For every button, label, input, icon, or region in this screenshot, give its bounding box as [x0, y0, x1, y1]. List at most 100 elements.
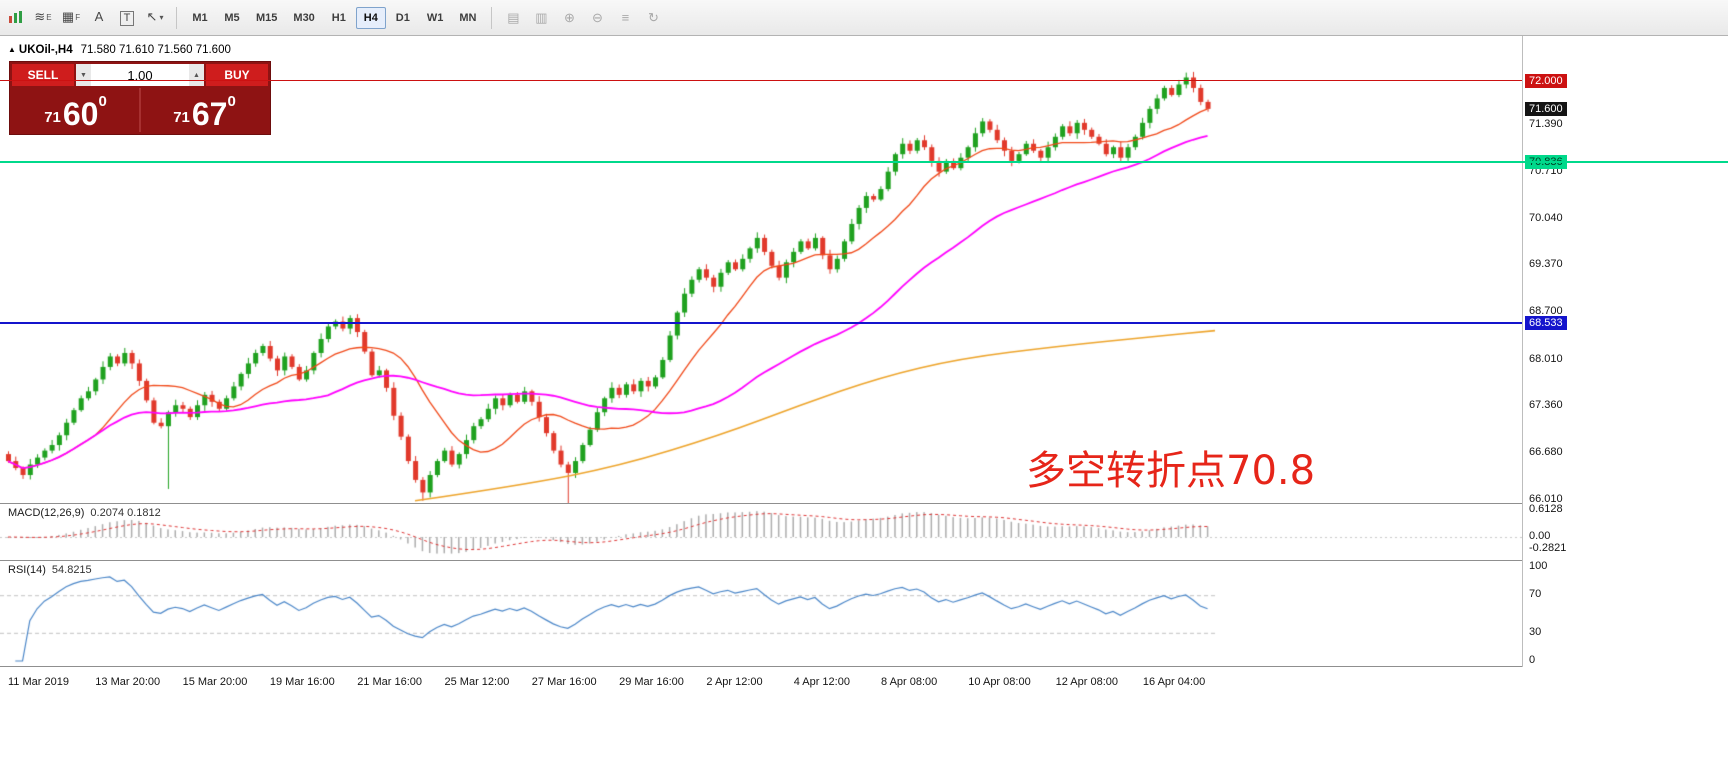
time-tick-label: 16 Apr 04:00 — [1142, 676, 1206, 688]
macd-canvas[interactable] — [0, 504, 1522, 561]
macd-values: 0.2074 0.1812 — [90, 507, 161, 519]
tile-windows-icon[interactable]: ▤ — [507, 9, 520, 25]
current-price-badge: 71.600 — [1525, 101, 1567, 116]
rsi-axis-label: 30 — [1529, 625, 1542, 638]
macd-axis-label: 0.6128 — [1529, 503, 1563, 516]
rsi-axis-label: 70 — [1529, 588, 1542, 601]
pivot-line[interactable] — [0, 161, 1728, 164]
timeframe-h4-button[interactable]: H4 — [355, 6, 386, 29]
rsi-value: 54.8215 — [51, 564, 92, 576]
rsi-panel: RSI(14) 54.8215 — [0, 560, 1522, 667]
time-tick-label: 21 Mar 16:00 — [357, 676, 423, 688]
time-tick-label: 19 Mar 16:00 — [269, 676, 335, 688]
buy-price-display[interactable]: 71 67 0 — [141, 88, 268, 132]
timeframe-m30-button[interactable]: M30 — [286, 7, 321, 29]
one-click-trading-panel: SELL ▼ 1.00 ▲ BUY 71 60 0 71 67 0 — [10, 62, 270, 134]
sell-price-main: 60 — [62, 95, 99, 132]
timeframe-m15-button[interactable]: M15 — [249, 7, 284, 29]
support-price-badge: 68.533 — [1525, 315, 1567, 330]
icon-sub-label: E — [46, 12, 52, 22]
text-tool-icon[interactable]: A — [86, 4, 112, 30]
symbol-label: UKOil-,H4 — [18, 44, 73, 56]
price-axis[interactable]: 71.390 70.710 70.040 69.370 68.700 68.010 67.3… — [1522, 36, 1728, 667]
chart-header: ▲ UKOil-,H4 71.580 71.610 71.560 71.600 — [8, 44, 231, 56]
time-tick-label: 4 Apr 12:00 — [793, 676, 850, 688]
rsi-canvas[interactable] — [0, 561, 1522, 667]
icon-glyph: A — [94, 9, 104, 24]
timeframe-h1-button[interactable]: H1 — [324, 7, 354, 29]
rsi-axis-label: 100 — [1529, 560, 1548, 572]
cascade-windows-icon[interactable]: ▥ — [535, 9, 548, 25]
price-tick-label: 70.040 — [1529, 211, 1563, 224]
buy-button[interactable]: BUY — [206, 64, 268, 86]
time-tick-label: 29 Mar 16:00 — [619, 676, 684, 688]
time-axis[interactable]: 11 Mar 2019 13 Mar 20:00 15 Mar 20:00 19 Ma… — [0, 666, 1728, 707]
macd-axis-label: -0.2821 — [1529, 542, 1567, 555]
app-icon — [5, 6, 27, 30]
volume-decrease-button[interactable]: ▼ — [76, 64, 91, 86]
trade-prices-row: 71 60 0 71 67 0 — [12, 88, 268, 132]
collapse-arrow-icon[interactable]: ▲ — [8, 45, 16, 54]
sell-button[interactable]: SELL — [12, 64, 74, 86]
chart-tools-group: ▤ ▥ ⊕ ⊖ ≡ ↻ — [499, 4, 667, 31]
ohlc-readout: 71.580 71.610 71.560 71.600 — [80, 44, 231, 56]
grid-tool-icon[interactable]: ▦ F — [58, 4, 84, 30]
toolbar-separator — [176, 6, 177, 29]
timeframe-m1-button[interactable]: M1 — [185, 7, 215, 29]
trendline-tool-icon[interactable]: ≋ E — [30, 4, 56, 30]
resistance-price-badge: 72.000 — [1525, 73, 1567, 88]
timeframe-mn-button[interactable]: MN — [452, 7, 483, 29]
time-tick-label: 11 Mar 2019 — [8, 676, 69, 688]
textbox-tool-icon[interactable]: T — [114, 6, 140, 32]
buy-price-prefix: 71 — [173, 109, 190, 126]
refresh-icon[interactable]: ↻ — [647, 9, 659, 25]
icon-sub-label: F — [75, 12, 81, 22]
rsi-label: RSI(14) 54.8215 — [8, 564, 92, 576]
volume-value[interactable]: 1.00 — [127, 67, 153, 83]
rsi-axis-label: 0 — [1529, 654, 1536, 666]
chevron-down-icon: ▾ — [159, 12, 164, 22]
time-tick-label: 13 Mar 20:00 — [95, 676, 161, 688]
icon-glyph: ↖ — [146, 9, 158, 24]
sell-price-sup: 0 — [98, 93, 107, 110]
time-tick-label: 2 Apr 12:00 — [706, 676, 763, 688]
macd-name: MACD(12,26,9) — [8, 507, 85, 519]
rsi-name: RSI(14) — [8, 564, 46, 576]
zoom-out-icon[interactable]: ⊖ — [591, 9, 603, 25]
sell-price-display[interactable]: 71 60 0 — [12, 88, 139, 132]
trade-controls-row: SELL ▼ 1.00 ▲ BUY — [12, 64, 268, 86]
timeframe-w1-button[interactable]: W1 — [420, 7, 451, 29]
buy-price-sup: 0 — [227, 93, 236, 110]
toolbar: ≋ E ▦ F A T ↖ ▾ M1 M5 M15 M30 H1 H4 D1 W1 MN ▤ ▥ ⊕ ⊖ ≡ ↻ — [0, 0, 1728, 36]
arrows-tool-icon[interactable]: ↖ ▾ — [142, 4, 168, 30]
chart-annotation[interactable]: 多空转折点70.8 — [1026, 448, 1316, 494]
time-tick-label: 15 Mar 20:00 — [182, 676, 248, 688]
volume-stepper[interactable]: ▼ 1.00 ▲ — [76, 64, 204, 86]
time-tick-label: 8 Apr 08:00 — [881, 676, 938, 688]
time-tick-label: 25 Mar 12:00 — [444, 676, 510, 688]
indicators-icon[interactable]: ≡ — [621, 9, 630, 25]
price-tick-label: 67.360 — [1529, 398, 1563, 411]
main-chart-panel: ▲ UKOil-,H4 71.580 71.610 71.560 71.600 SE… — [0, 36, 1522, 503]
macd-panel: MACD(12,26,9) 0.2074 0.1812 — [0, 503, 1522, 561]
zoom-in-icon[interactable]: ⊕ — [563, 9, 575, 25]
support-line[interactable] — [0, 321, 1522, 324]
volume-increase-button[interactable]: ▲ — [189, 64, 204, 86]
buy-price-main: 67 — [191, 95, 228, 132]
time-tick-label: 10 Apr 08:00 — [968, 676, 1031, 688]
price-tick-label: 71.390 — [1529, 117, 1563, 130]
price-divider — [139, 88, 141, 132]
timeframe-group: M1 M5 M15 M30 H1 H4 D1 W1 MN — [184, 6, 484, 29]
timeframe-d1-button[interactable]: D1 — [388, 7, 418, 29]
time-tick-label: 27 Mar 16:00 — [531, 676, 597, 688]
price-tick-label: 68.010 — [1529, 353, 1563, 366]
macd-label: MACD(12,26,9) 0.2074 0.1812 — [8, 507, 161, 519]
price-tick-label: 69.370 — [1529, 258, 1563, 271]
resistance-line[interactable] — [0, 80, 1522, 82]
draw-tools-group: ≋ E ▦ F A T ↖ ▾ — [29, 4, 169, 32]
timeframe-m5-button[interactable]: M5 — [217, 7, 247, 29]
sell-price-prefix: 71 — [44, 109, 61, 126]
price-tick-label: 68.700 — [1529, 305, 1563, 318]
